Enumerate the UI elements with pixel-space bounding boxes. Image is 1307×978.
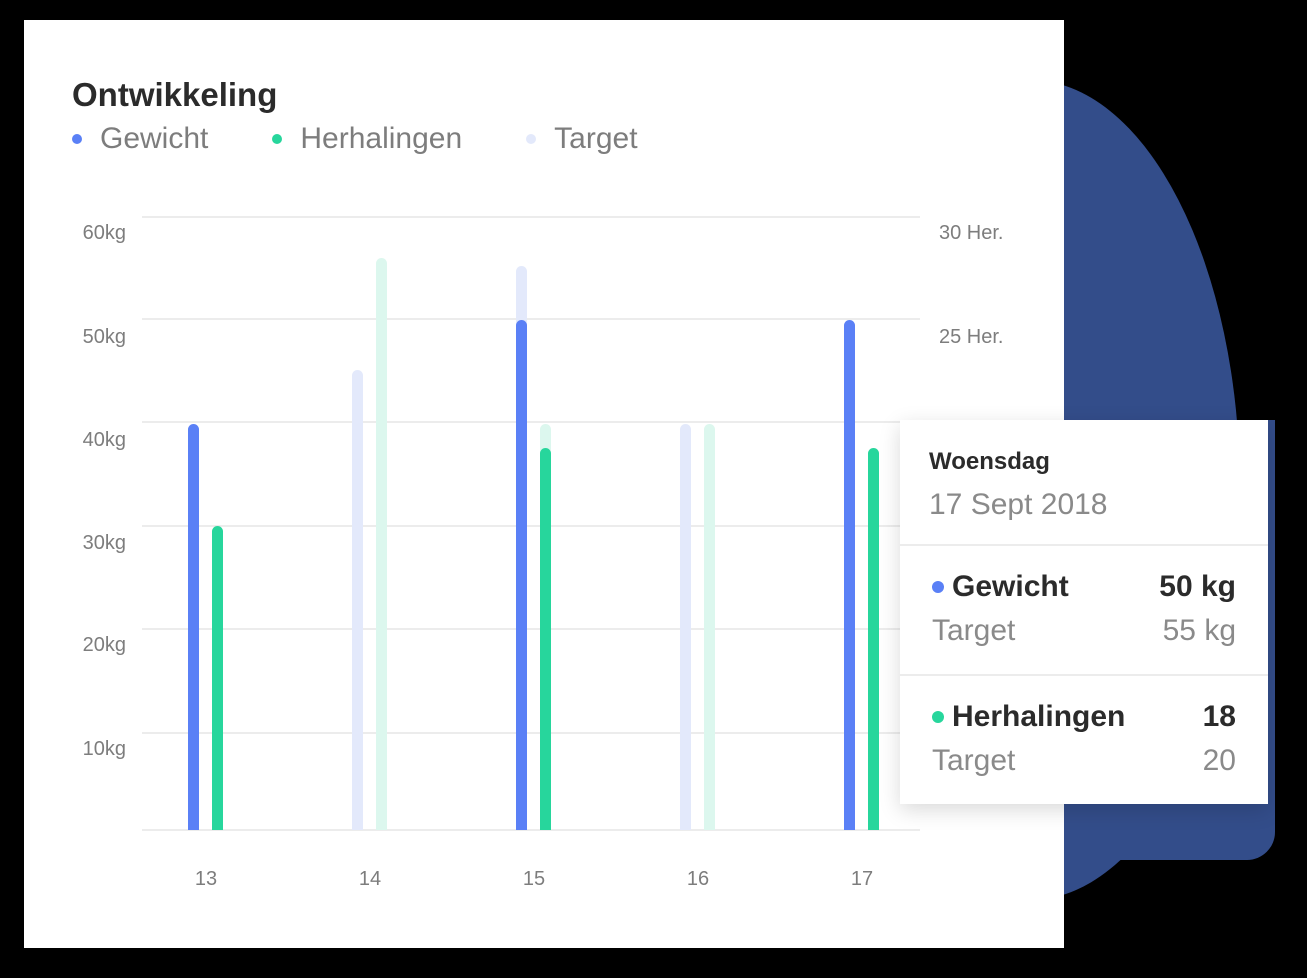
legend-label: Herhalingen [300, 122, 463, 155]
y-right-axis-label: 30 Her. [939, 222, 1004, 244]
y-axis-label: 20kg [82, 634, 126, 656]
gridline [142, 732, 920, 734]
tooltip-gewicht-row: Gewicht 50 kg [932, 570, 1236, 604]
legend-dot-icon [72, 134, 82, 144]
bar-herhalingen-13[interactable] [212, 526, 223, 830]
y-axis-label: 40kg [82, 429, 126, 451]
x-axis-label: 15 [522, 868, 546, 890]
bar-herhalingen-15[interactable] [540, 448, 551, 830]
legend-item-gewicht[interactable]: Gewicht [72, 122, 208, 156]
tooltip-herhalingen-target-row: Target 20 [932, 744, 1236, 778]
legend-dot-icon [272, 134, 283, 144]
legend-label: Gewicht [100, 122, 209, 155]
gridline [142, 525, 920, 527]
herhalingen-value: 18 [1202, 700, 1236, 733]
baseline [142, 829, 920, 831]
y-axis-label: 50kg [82, 326, 126, 348]
bar-gewicht-target-14[interactable] [352, 370, 363, 830]
chart-legend: Gewicht Herhalingen Target [72, 122, 702, 156]
gridline [142, 216, 920, 218]
tooltip: Woensdag 17 Sept 2018 Gewicht 50 kg Targ… [900, 420, 1268, 804]
herhalingen-dot-icon [932, 711, 944, 723]
y-axis-label: 60kg [82, 222, 126, 244]
legend-item-target[interactable]: Target [526, 122, 638, 156]
bar-gewicht-13[interactable] [188, 424, 199, 830]
bar-herhalingen-17[interactable] [868, 448, 879, 830]
chart-card: Ontwikkeling Gewicht Herhalingen Target … [24, 20, 1064, 948]
target-label: Target [932, 744, 1016, 777]
y-right-axis-label: 25 Her. [939, 326, 1004, 348]
divider [900, 544, 1268, 546]
gridline [142, 628, 920, 630]
tooltip-herhalingen-row: Herhalingen 18 [932, 700, 1236, 734]
x-axis-label: 13 [194, 868, 218, 890]
chart-title: Ontwikkeling [72, 76, 278, 113]
legend-dot-icon [526, 134, 537, 144]
bar-herhalingen-target-14[interactable] [376, 258, 387, 830]
legend-label: Target [554, 122, 638, 155]
y-axis-label: 30kg [82, 532, 126, 554]
x-axis-label: 14 [358, 868, 382, 890]
x-axis-label: 17 [850, 868, 874, 890]
target-value: 55 kg [1162, 614, 1236, 647]
gewicht-dot-icon [932, 581, 944, 593]
gridline [142, 318, 920, 320]
gewicht-value: 50 kg [1159, 570, 1236, 603]
tooltip-gewicht-target-row: Target 55 kg [932, 614, 1236, 648]
target-label: Target [932, 614, 1016, 647]
bar-gewicht-17[interactable] [844, 320, 855, 830]
gewicht-label: Gewicht [952, 570, 1069, 603]
y-axis-label: 10kg [82, 738, 126, 760]
divider [900, 674, 1268, 676]
bar-gewicht-15[interactable] [516, 320, 527, 830]
tooltip-day: Woensdag [929, 448, 1050, 475]
bar-herhalingen-target-16[interactable] [704, 424, 715, 830]
bar-gewicht-target-16[interactable] [680, 424, 691, 830]
herhalingen-label: Herhalingen [952, 700, 1126, 733]
x-axis-label: 16 [686, 868, 710, 890]
gridline [142, 421, 920, 423]
legend-item-herhalingen[interactable]: Herhalingen [272, 122, 462, 156]
tooltip-date: 17 Sept 2018 [929, 488, 1108, 521]
target-value: 20 [1202, 744, 1236, 777]
